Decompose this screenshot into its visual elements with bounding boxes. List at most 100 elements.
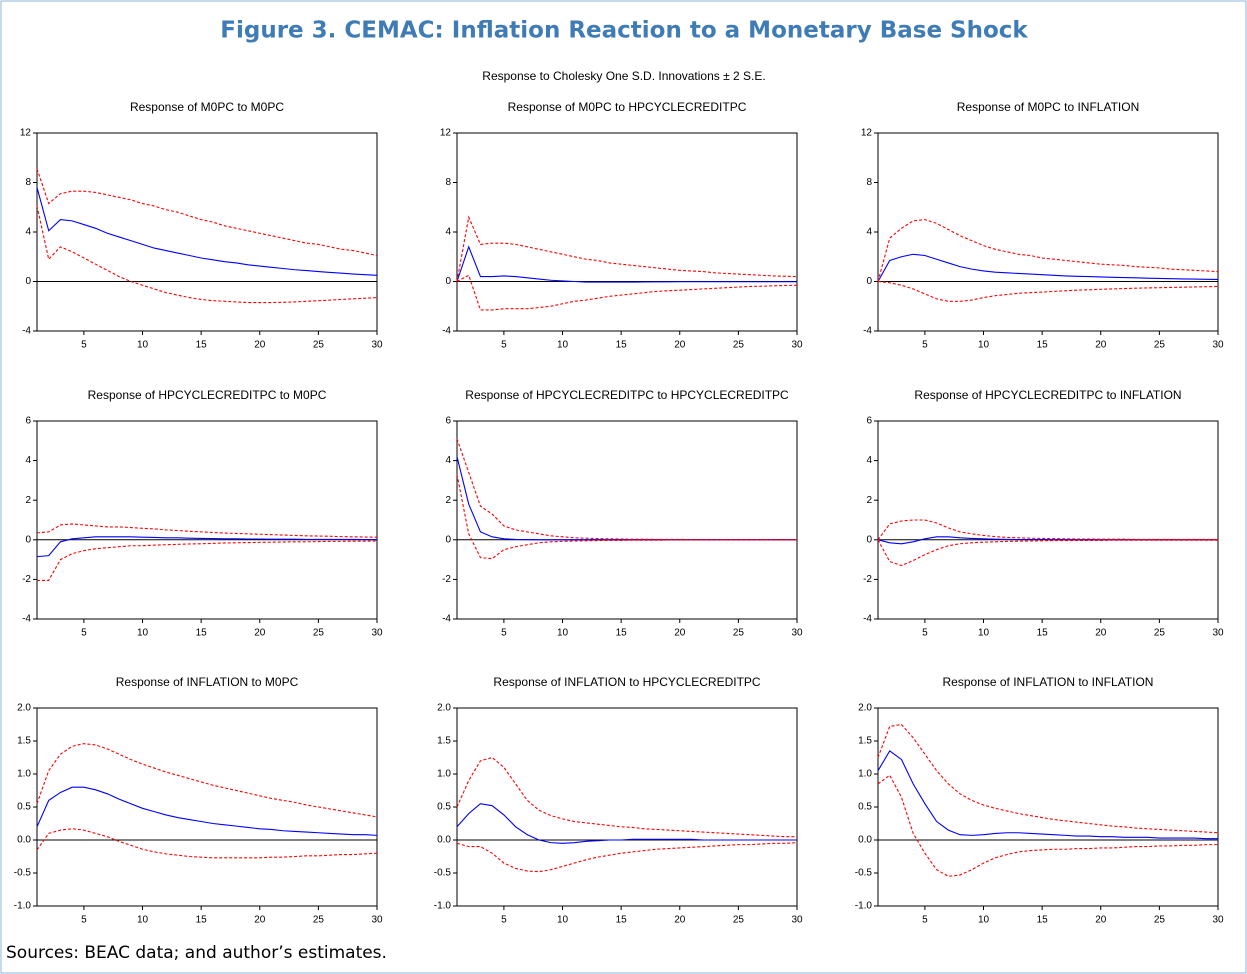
response-line [36,187,378,276]
y-tick-label: 0 [445,276,451,287]
plot-frame [36,420,378,620]
x-tick-label: 20 [254,340,266,351]
y-tick-label: 0.5 [437,802,451,813]
response-line [877,539,1218,567]
response-line [877,253,1219,282]
response-line [36,786,378,836]
x-tick-label: 20 [1095,628,1107,639]
y-tick-label: 8 [445,177,451,188]
y-tick-label: 4 [25,455,31,466]
x-tick-label: 10 [978,628,990,639]
y-tick-label: 12 [20,128,32,139]
x-tick-label: 20 [254,915,266,926]
x-tick-label: 10 [557,628,569,639]
response-line [36,536,377,558]
y-tick-label: 0.5 [17,802,31,813]
panel-title: Response of INFLATION to HPCYCLECREDITPC [493,675,761,689]
y-tick-label: 0 [25,534,31,545]
response-line [877,774,1218,877]
x-tick-label: 20 [1095,340,1107,351]
plot-frame [877,132,1219,332]
response-line [36,523,378,538]
response-line [877,280,1219,302]
x-tick-label: 20 [674,915,686,926]
x-tick-label: 10 [137,340,149,351]
x-tick-label: 5 [501,628,507,639]
x-tick-label: 15 [616,915,628,926]
y-tick-label: 4 [445,455,451,466]
y-tick-label: -0.5 [434,868,452,879]
y-tick-label: 4 [866,455,872,466]
y-tick-label: -2 [863,574,872,585]
x-tick-label: 5 [81,340,87,351]
y-tick-label: 0.0 [17,835,31,846]
y-tick-label: 2 [866,495,872,506]
y-tick-label: 1.0 [437,769,451,780]
panel-title: Response of HPCYCLECREDITPC to M0PC [88,388,327,402]
panel-title: Response of HPCYCLECREDITPC to INFLATION [914,388,1181,402]
response-line [877,723,1219,834]
x-tick-label: 25 [1154,340,1166,351]
y-tick-label: 4 [445,227,451,238]
x-tick-label: 25 [313,340,325,351]
x-tick-label: 15 [616,340,628,351]
plot-frame [456,132,798,332]
x-tick-label: 15 [616,628,628,639]
y-tick-label: -1.0 [14,901,32,912]
x-tick-label: 15 [196,628,208,639]
y-tick-label: 2.0 [437,703,451,714]
y-tick-label: -4 [442,326,451,337]
x-tick-label: 25 [733,628,745,639]
x-tick-label: 30 [791,340,803,351]
y-tick-label: 2 [445,495,451,506]
x-tick-label: 5 [501,915,507,926]
y-tick-label: -4 [22,614,31,625]
source-note: Sources: BEAC data; and author’s estimat… [6,943,387,963]
x-tick-label: 15 [1037,915,1049,926]
x-tick-label: 10 [137,628,149,639]
y-tick-label: 2.0 [17,703,31,714]
x-tick-label: 30 [371,628,383,639]
response-line [456,274,798,311]
y-tick-label: 4 [25,227,31,238]
response-line [877,519,1218,541]
plot-frame [36,707,378,907]
x-tick-label: 30 [371,915,383,926]
y-tick-label: 0.5 [858,802,872,813]
response-line [877,750,1218,840]
x-tick-label: 30 [791,915,803,926]
response-line [456,245,797,283]
y-tick-label: 12 [440,128,452,139]
response-line [456,756,797,838]
x-tick-label: 30 [1212,628,1224,639]
plot-frame [877,707,1219,907]
y-tick-label: -4 [863,326,872,337]
y-tick-label: -4 [22,326,31,337]
panel-title: Response of INFLATION to INFLATION [943,675,1154,689]
y-tick-label: 6 [25,416,31,427]
response-line [36,205,378,304]
x-tick-label: 30 [1212,340,1224,351]
response-line [36,168,378,257]
y-tick-label: 1.0 [858,769,872,780]
x-tick-label: 10 [978,915,990,926]
panel-title: Response of M0PC to M0PC [130,100,284,114]
plot-frame [456,420,798,620]
figure-title: Figure 3. CEMAC: Inflation Reaction to a… [220,18,1028,44]
x-tick-label: 5 [922,915,928,926]
plot-frame [36,132,378,332]
x-tick-label: 20 [674,628,686,639]
y-tick-label: -4 [863,614,872,625]
plot-frame [456,707,798,907]
y-tick-label: -2 [442,574,451,585]
y-tick-label: 0 [866,534,872,545]
y-tick-label: 8 [866,177,872,188]
response-line [456,215,798,282]
x-tick-label: 30 [1212,915,1224,926]
response-line [456,474,797,560]
response-line [456,438,797,541]
y-tick-label: 2 [25,495,31,506]
panel-title: Response of INFLATION to M0PC [116,675,299,689]
x-tick-label: 5 [922,628,928,639]
